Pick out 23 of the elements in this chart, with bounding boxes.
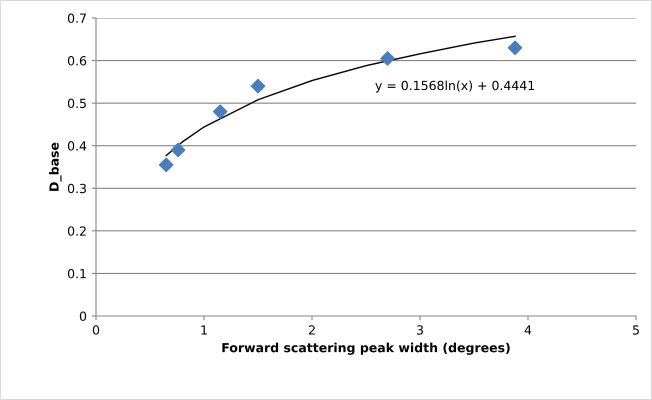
- point: [250, 78, 266, 94]
- point: [380, 51, 395, 66]
- y-tick-label: 0.5: [68, 98, 86, 108]
- x-axis-title: Forward scattering peak width (degrees): [222, 342, 510, 355]
- x-tick-label: 0: [92, 325, 100, 335]
- y-axis-title: D_base: [49, 142, 62, 191]
- x-tick-label: 4: [524, 325, 532, 335]
- point: [170, 142, 186, 158]
- y-tick-label: 0.2: [68, 226, 86, 236]
- y-tick-label: 0.1: [68, 268, 86, 278]
- y-tick-label: 0.7: [68, 13, 86, 23]
- y-tick-label: 0.3: [68, 184, 86, 194]
- point: [158, 158, 174, 172]
- x-tick-label: 2: [308, 325, 315, 335]
- point: [212, 104, 228, 119]
- x-tick-label: 5: [632, 325, 639, 335]
- y-tick-label: 0.6: [68, 56, 86, 66]
- x-tick-label: 3: [416, 325, 423, 335]
- x-tick-label: 1: [201, 325, 207, 335]
- y-tick-label: 0: [80, 311, 86, 321]
- y-tick-label: 0.4: [68, 141, 86, 151]
- annotation: y = 0.1568ln(x) + 0.4441: [375, 80, 534, 93]
- point: [508, 40, 522, 56]
